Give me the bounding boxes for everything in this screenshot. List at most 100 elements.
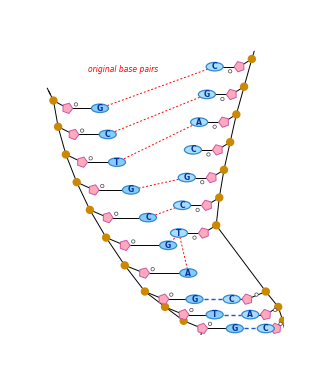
Text: C: C [190, 146, 196, 154]
Circle shape [262, 288, 269, 295]
Circle shape [193, 236, 196, 239]
Text: T: T [212, 310, 217, 319]
Polygon shape [120, 240, 130, 250]
Ellipse shape [108, 158, 125, 167]
Ellipse shape [186, 295, 203, 303]
Polygon shape [242, 294, 252, 304]
Polygon shape [78, 157, 88, 167]
Polygon shape [89, 185, 99, 195]
Text: A: A [196, 118, 202, 127]
Circle shape [208, 322, 212, 326]
Circle shape [275, 303, 282, 310]
Circle shape [221, 167, 228, 173]
Text: C: C [229, 295, 234, 304]
Ellipse shape [91, 104, 108, 112]
Polygon shape [63, 103, 73, 114]
Circle shape [255, 293, 258, 296]
Ellipse shape [99, 130, 116, 139]
Circle shape [279, 317, 286, 324]
Circle shape [273, 308, 277, 312]
Circle shape [180, 317, 187, 324]
Ellipse shape [178, 173, 195, 182]
Circle shape [201, 180, 204, 184]
Circle shape [248, 56, 255, 62]
Circle shape [170, 293, 173, 296]
Ellipse shape [122, 186, 139, 194]
Circle shape [142, 288, 149, 295]
Circle shape [103, 234, 110, 241]
Circle shape [73, 179, 80, 186]
Polygon shape [260, 309, 270, 320]
Text: G: G [191, 295, 198, 304]
Ellipse shape [257, 324, 274, 333]
Text: original base pairs: original base pairs [88, 65, 158, 74]
Ellipse shape [191, 118, 208, 126]
Polygon shape [198, 228, 208, 238]
Text: C: C [263, 324, 269, 333]
Circle shape [221, 97, 224, 101]
Polygon shape [270, 323, 280, 334]
Polygon shape [226, 89, 236, 100]
Text: A: A [185, 268, 191, 277]
Circle shape [196, 208, 199, 212]
Ellipse shape [185, 146, 202, 154]
Ellipse shape [242, 310, 259, 319]
Circle shape [279, 322, 282, 326]
Circle shape [228, 70, 232, 73]
Text: T: T [176, 229, 182, 238]
Circle shape [227, 139, 234, 146]
Text: T: T [114, 158, 120, 167]
Text: C: C [105, 130, 111, 139]
Polygon shape [219, 117, 228, 127]
Circle shape [216, 194, 223, 201]
Text: G: G [204, 90, 210, 99]
Circle shape [161, 303, 168, 310]
Ellipse shape [139, 213, 156, 222]
Ellipse shape [198, 90, 216, 99]
Circle shape [86, 206, 93, 213]
Circle shape [213, 222, 220, 229]
Polygon shape [202, 200, 211, 211]
Ellipse shape [206, 310, 223, 319]
Polygon shape [212, 145, 222, 155]
Text: C: C [212, 62, 217, 71]
Text: C: C [145, 213, 151, 222]
Text: G: G [184, 173, 190, 182]
Ellipse shape [160, 241, 177, 250]
Text: A: A [247, 310, 253, 319]
Text: C: C [179, 201, 185, 210]
Ellipse shape [206, 62, 223, 71]
Ellipse shape [173, 201, 191, 209]
Ellipse shape [180, 269, 197, 277]
Circle shape [55, 123, 62, 130]
Circle shape [74, 103, 78, 106]
Ellipse shape [226, 324, 243, 333]
Circle shape [151, 267, 154, 271]
Circle shape [89, 157, 92, 160]
Text: G: G [165, 241, 171, 250]
Polygon shape [69, 129, 79, 139]
Circle shape [121, 262, 128, 269]
Text: G: G [232, 324, 238, 333]
Circle shape [240, 83, 248, 90]
Text: G: G [97, 104, 103, 113]
Polygon shape [103, 212, 113, 223]
Circle shape [207, 153, 210, 156]
Polygon shape [206, 173, 216, 183]
Circle shape [100, 184, 104, 188]
Circle shape [114, 212, 118, 215]
Circle shape [190, 308, 193, 312]
Polygon shape [179, 309, 189, 320]
Text: G: G [128, 185, 134, 194]
Circle shape [50, 97, 57, 104]
Polygon shape [140, 268, 149, 278]
Circle shape [62, 151, 69, 158]
Ellipse shape [170, 229, 187, 237]
Circle shape [233, 111, 240, 118]
Ellipse shape [223, 295, 240, 303]
Polygon shape [198, 323, 208, 334]
Circle shape [80, 129, 84, 132]
Polygon shape [234, 62, 244, 72]
Polygon shape [159, 294, 169, 304]
Circle shape [131, 240, 135, 243]
